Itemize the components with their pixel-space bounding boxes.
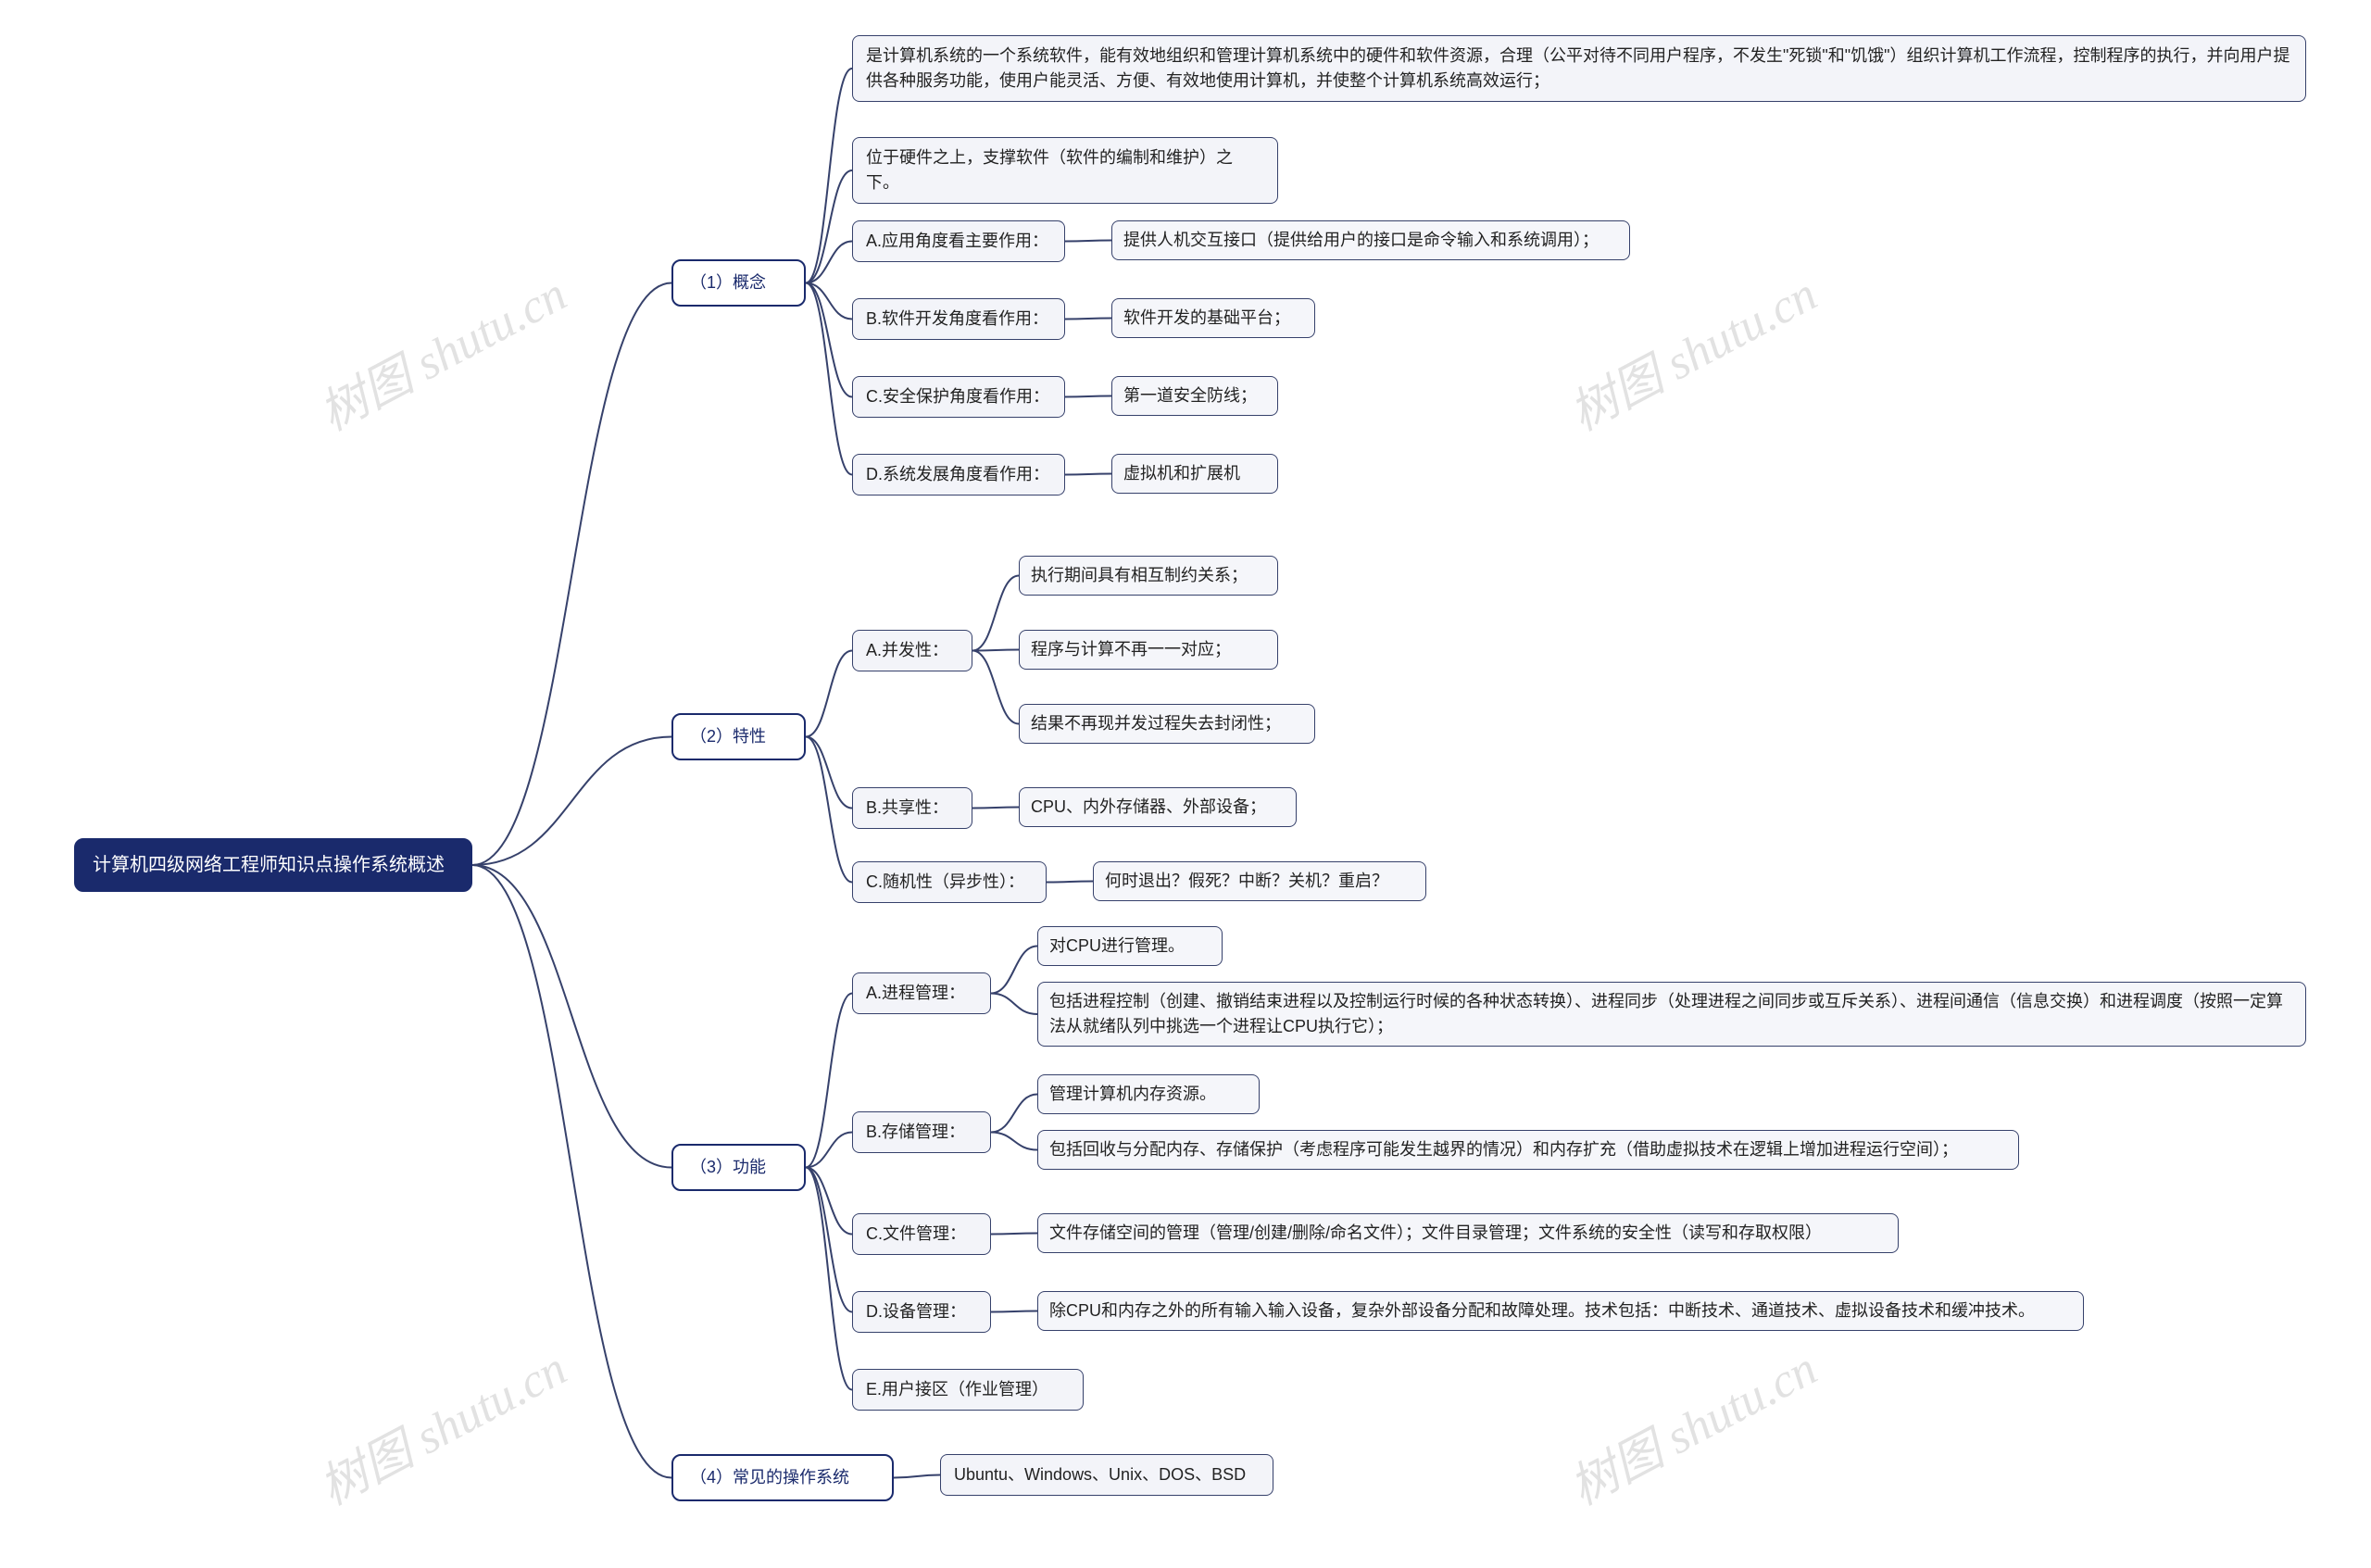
root-label: 计算机四级网络工程师知识点操作系统概述 [93,851,445,879]
node-concurrency-3[interactable]: 结果不再现并发过程失去封闭性； [1019,704,1315,744]
node-storage-mgmt[interactable]: B.存储管理： [852,1111,991,1153]
node-process-mgmt[interactable]: A.进程管理： [852,972,991,1014]
branch-traits[interactable]: （2）特性 [671,713,806,760]
node-random-detail[interactable]: 何时退出？假死？中断？关机？重启？ [1093,861,1426,901]
node-label: E.用户接区（作业管理） [866,1377,1048,1402]
node-dev-view[interactable]: B.软件开发角度看作用： [852,298,1065,340]
node-label: A.并发性： [866,638,948,663]
node-label: A.应用角度看主要作用： [866,229,1048,254]
node-label: C.随机性（异步性）： [866,870,1024,895]
branch-functions[interactable]: （3）功能 [671,1144,806,1191]
node-label: D.系统发展角度看作用： [866,462,1049,487]
node-label: D.设备管理： [866,1299,966,1324]
node-process-mgmt-1[interactable]: 对CPU进行管理。 [1037,926,1223,966]
node-device-mgmt[interactable]: D.设备管理： [852,1291,991,1333]
node-label: 位于硬件之上，支撑软件（软件的编制和维护）之下。 [866,145,1264,195]
node-os-list[interactable]: Ubuntu、Windows、Unix、DOS、BSD [940,1454,1273,1496]
node-label: 除CPU和内存之外的所有输入输入设备，复杂外部设备分配和故障处理。技术包括：中断… [1049,1298,2035,1323]
node-user-interface[interactable]: E.用户接区（作业管理） [852,1369,1084,1411]
node-label: 是计算机系统的一个系统软件，能有效地组织和管理计算机系统中的硬件和软件资源，合理… [866,44,2292,94]
node-storage-mgmt-1[interactable]: 管理计算机内存资源。 [1037,1074,1260,1114]
watermark: 树图 shutu.cn [305,1330,576,1518]
node-label: （4）常见的操作系统 [690,1465,849,1490]
node-label: 何时退出？假死？中断？关机？重启？ [1105,869,1388,894]
node-label: 软件开发的基础平台； [1123,306,1290,331]
branch-concept[interactable]: （1）概念 [671,259,806,307]
node-label: A.进程管理： [866,981,965,1006]
node-random[interactable]: C.随机性（异步性）： [852,861,1047,903]
node-label: 对CPU进行管理。 [1049,934,1185,959]
node-label: （1）概念 [690,270,766,295]
node-label: 包括回收与分配内存、存储保护（考虑程序可能发生越界的情况）和内存扩充（借助虚拟技… [1049,1137,1958,1162]
node-label: 包括进程控制（创建、撤销结束进程以及控制运行时候的各种状态转换）、进程同步（处理… [1049,989,2294,1039]
node-label: C.安全保护角度看作用： [866,384,1049,409]
node-label: Ubuntu、Windows、Unix、DOS、BSD [954,1462,1246,1487]
node-dev-view-detail[interactable]: 软件开发的基础平台； [1111,298,1315,338]
node-label: 提供人机交互接口（提供给用户的接口是命令输入和系统调用）； [1123,228,1599,253]
watermark: 树图 shutu.cn [305,256,576,444]
root-node[interactable]: 计算机四级网络工程师知识点操作系统概述 [74,838,472,892]
node-concurrency-2[interactable]: 程序与计算不再一一对应； [1019,630,1278,670]
mindmap-canvas: 计算机四级网络工程师知识点操作系统概述 （1）概念 （2）特性 （3）功能 （4… [0,0,2371,1568]
node-concurrency[interactable]: A.并发性： [852,630,972,671]
node-security-view-detail[interactable]: 第一道安全防线； [1111,376,1278,416]
node-label: 虚拟机和扩展机 [1123,461,1240,486]
node-label: 第一道安全防线； [1123,383,1257,408]
node-label: CPU、内外存储器、外部设备； [1031,795,1266,820]
node-label: 执行期间具有相互制约关系； [1031,563,1248,588]
watermark: 树图 shutu.cn [1555,1330,1826,1518]
node-label: C.文件管理： [866,1222,966,1247]
node-label: （3）功能 [690,1155,766,1180]
node-app-view-detail[interactable]: 提供人机交互接口（提供给用户的接口是命令输入和系统调用）； [1111,220,1630,260]
node-process-mgmt-2[interactable]: 包括进程控制（创建、撤销结束进程以及控制运行时候的各种状态转换）、进程同步（处理… [1037,982,2306,1047]
node-sysdev-view[interactable]: D.系统发展角度看作用： [852,454,1065,495]
node-label: 管理计算机内存资源。 [1049,1082,1216,1107]
node-label: B.存储管理： [866,1120,965,1145]
node-label: B.共享性： [866,796,948,821]
node-storage-mgmt-2[interactable]: 包括回收与分配内存、存储保护（考虑程序可能发生越界的情况）和内存扩充（借助虚拟技… [1037,1130,2019,1170]
node-label: B.软件开发角度看作用： [866,307,1048,332]
node-file-mgmt[interactable]: C.文件管理： [852,1213,991,1255]
branch-common-os[interactable]: （4）常见的操作系统 [671,1454,894,1501]
node-def-long[interactable]: 是计算机系统的一个系统软件，能有效地组织和管理计算机系统中的硬件和软件资源，合理… [852,35,2306,102]
node-app-view[interactable]: A.应用角度看主要作用： [852,220,1065,262]
watermark: 树图 shutu.cn [1555,256,1826,444]
node-device-mgmt-detail[interactable]: 除CPU和内存之外的所有输入输入设备，复杂外部设备分配和故障处理。技术包括：中断… [1037,1291,2084,1331]
node-security-view[interactable]: C.安全保护角度看作用： [852,376,1065,418]
node-position[interactable]: 位于硬件之上，支撑软件（软件的编制和维护）之下。 [852,137,1278,204]
node-label: 文件存储空间的管理（管理/创建/删除/命名文件）；文件目录管理；文件系统的安全性… [1049,1221,1822,1246]
node-sharing[interactable]: B.共享性： [852,787,972,829]
node-label: 程序与计算不再一一对应； [1031,637,1231,662]
node-sharing-detail[interactable]: CPU、内外存储器、外部设备； [1019,787,1297,827]
node-file-mgmt-detail[interactable]: 文件存储空间的管理（管理/创建/删除/命名文件）；文件目录管理；文件系统的安全性… [1037,1213,1899,1253]
node-sysdev-view-detail[interactable]: 虚拟机和扩展机 [1111,454,1278,494]
node-label: （2）特性 [690,724,766,749]
node-label: 结果不再现并发过程失去封闭性； [1031,711,1281,736]
node-concurrency-1[interactable]: 执行期间具有相互制约关系； [1019,556,1278,596]
